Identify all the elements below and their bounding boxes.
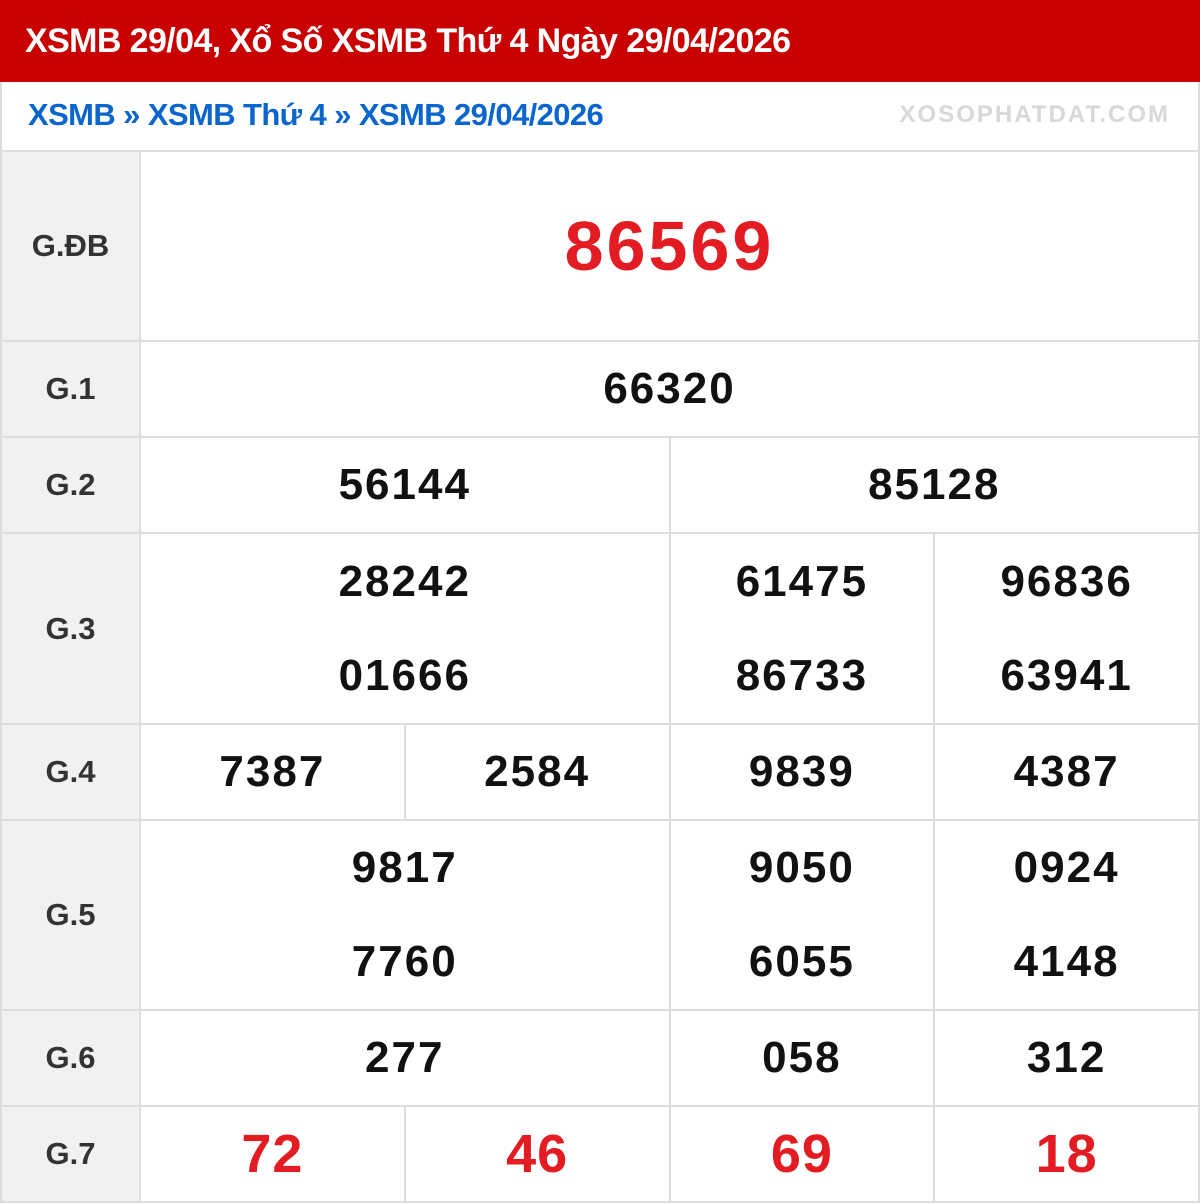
prize-number: 69 [668,1105,936,1203]
row-g7: G.7 72 46 69 18 [0,1105,1200,1203]
prize-number: 4148 [1013,937,1120,986]
prize-number: 01666 [338,650,471,700]
row-g3: G.3 28242 01666 61475 86733 96836 63941 [0,532,1200,725]
prize-number: 86733 [735,650,869,700]
prize-number: 0924 [1013,843,1120,892]
prize-number: 56144 [139,436,671,534]
row-g6: G.6 277 058 312 [0,1009,1200,1107]
prize-label: G.2 [0,436,141,534]
row-gdb: G.ĐB 86569 [0,150,1200,342]
prize-number: 18 [933,1105,1200,1203]
prize-number: 7387 [139,723,406,821]
prize-number: 28242 [338,556,471,606]
prize-number: 61475 [735,556,869,606]
prize-cell: 61475 86733 [668,532,936,725]
breadcrumb: XSMB» XSMB Thứ 4» XSMB 29/04/2026 XOSOPHAT… [0,82,1200,150]
prize-number: 9817 [351,843,458,892]
prize-number: 63941 [1000,650,1133,700]
breadcrumb-link-xsmb[interactable]: XSMB [28,97,116,132]
prize-number: 7760 [351,937,458,986]
breadcrumb-link-date[interactable]: XSMB 29/04/2026 [358,97,604,132]
prize-number: 66320 [139,340,1200,438]
prize-label: G.1 [0,340,141,438]
row-g5: G.5 9817 7760 9050 6055 0924 4148 [0,819,1200,1011]
row-g2: G.2 56144 85128 [0,436,1200,534]
prize-number: 96836 [1000,556,1133,606]
prize-number: 85128 [668,436,1200,534]
row-g1: G.1 66320 [0,340,1200,438]
prize-label: G.7 [0,1105,141,1203]
page-title: XSMB 29/04, Xổ Số XSMB Thứ 4 Ngày 29/04/… [0,0,1200,82]
prize-label: G.4 [0,723,141,821]
prize-number: 312 [933,1009,1200,1107]
prize-label: G.3 [0,532,141,725]
prize-cell: 9050 6055 [668,819,936,1011]
prize-number: 9050 [748,843,855,892]
row-g4: G.4 7387 2584 9839 4387 [0,723,1200,821]
special-prize-number: 86569 [139,150,1200,342]
prize-number: 2584 [403,723,671,821]
breadcrumb-separator: » [123,97,140,132]
prize-cell: 0924 4148 [933,819,1200,1011]
prize-label: G.6 [0,1009,141,1107]
prize-cell: 28242 01666 [139,532,671,725]
prize-number: 058 [668,1009,936,1107]
prize-cell: 9817 7760 [139,819,671,1011]
results-table: G.ĐB 86569 G.1 66320 G.2 56144 85128 G.3… [0,150,1200,1203]
breadcrumb-separator: » [334,97,351,132]
prize-cell: 96836 63941 [933,532,1200,725]
breadcrumb-link-thu-4[interactable]: XSMB Thứ 4 [147,97,327,132]
prize-label: G.ĐB [0,150,141,342]
prize-label: G.5 [0,819,141,1011]
prize-number: 4387 [933,723,1200,821]
prize-number: 6055 [748,937,855,986]
watermark: XOSOPHATDAT.COM [899,101,1170,128]
prize-number: 72 [139,1105,406,1203]
prize-number: 277 [139,1009,671,1107]
prize-number: 9839 [668,723,936,821]
prize-number: 46 [403,1105,671,1203]
